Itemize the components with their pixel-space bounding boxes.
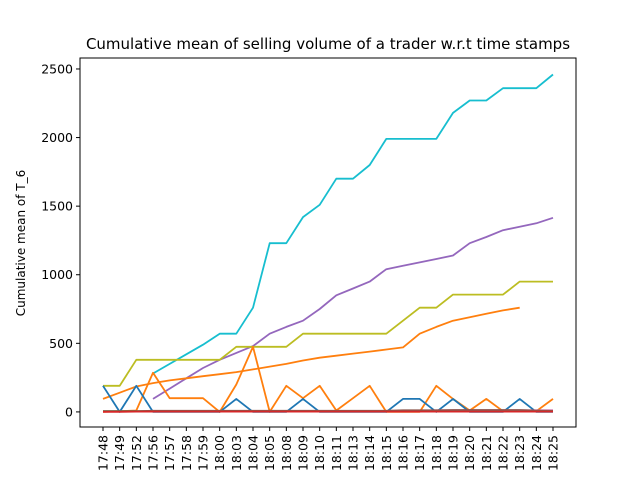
x-tick-label: 18:17 — [412, 435, 427, 471]
x-axis-ticks: 17:48 17:49 17:52 17:56 17:57 17:58 17:59 18:00… — [96, 427, 561, 471]
chart-title: Cumulative mean of selling volume of a t… — [86, 35, 570, 53]
series-line-0 — [152, 73, 554, 375]
y-axis-ticks: 0 500 1000 1500 2000 2500 — [41, 61, 80, 419]
x-tick-label: 18:03 — [229, 435, 244, 471]
series-line-1 — [152, 216, 554, 400]
y-tick-label: 2500 — [41, 61, 73, 76]
x-tick-label: 17:52 — [129, 435, 144, 471]
x-tick-label: 18:16 — [396, 435, 411, 471]
x-tick-label: 17:58 — [179, 435, 194, 471]
series-line-2 — [103, 280, 553, 387]
x-tick-label: 18:09 — [296, 435, 311, 471]
x-tick-label: 18:18 — [429, 435, 444, 471]
x-tick-label: 18:11 — [329, 435, 344, 471]
y-tick-label: 1500 — [41, 199, 73, 214]
series-layer — [102, 73, 554, 413]
x-tick-label: 18:25 — [546, 435, 561, 471]
x-tick-label: 18:13 — [346, 435, 361, 471]
x-tick-label: 17:56 — [146, 435, 161, 471]
y-tick-label: 2000 — [41, 130, 73, 145]
x-tick-label: 18:04 — [246, 435, 261, 471]
y-tick-label: 500 — [49, 336, 73, 351]
x-tick-label: 18:00 — [212, 435, 227, 471]
x-tick-label: 18:19 — [446, 435, 461, 471]
x-tick-label: 18:24 — [529, 435, 544, 471]
y-axis-label: Cumulative mean of T_6 — [14, 170, 28, 317]
x-tick-label: 17:57 — [162, 435, 177, 471]
x-tick-label: 17:49 — [112, 435, 127, 471]
x-tick-label: 18:20 — [462, 435, 477, 471]
x-tick-label: 18:23 — [512, 435, 527, 471]
x-tick-label: 18:14 — [362, 435, 377, 471]
y-tick-label: 0 — [65, 404, 73, 419]
y-tick-label: 1000 — [41, 267, 73, 282]
x-tick-label: 18:10 — [312, 435, 327, 471]
series-line-4 — [102, 345, 554, 413]
series-line-3 — [102, 306, 520, 400]
x-tick-label: 18:08 — [279, 435, 294, 471]
plot-frame — [79, 57, 577, 428]
x-tick-label: 18:15 — [379, 435, 394, 471]
x-tick-label: 18:22 — [496, 435, 511, 471]
x-tick-label: 18:05 — [262, 435, 277, 471]
x-tick-label: 17:48 — [96, 435, 111, 471]
x-tick-label: 17:59 — [196, 435, 211, 471]
x-tick-label: 18:21 — [479, 435, 494, 471]
